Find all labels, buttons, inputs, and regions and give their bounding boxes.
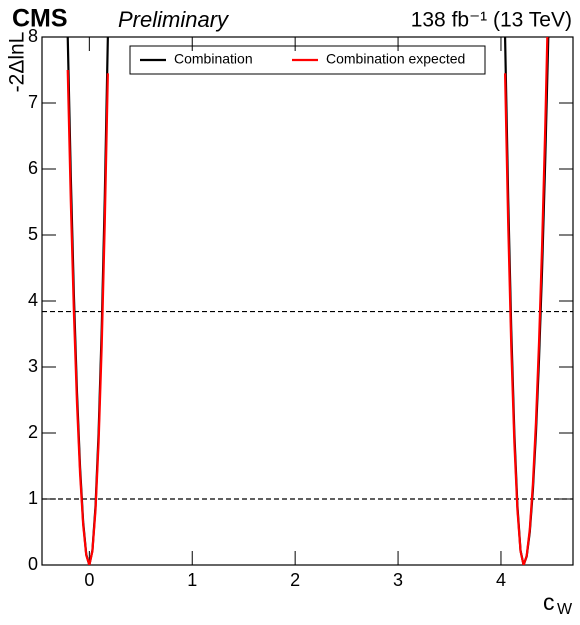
series-line — [66, 37, 549, 565]
x-axis-label-subscript: W — [557, 601, 573, 618]
chart-subtitle: Preliminary — [118, 7, 230, 32]
y-tick-label: 1 — [28, 488, 38, 508]
plot-area — [66, 37, 550, 565]
x-tick-label: 0 — [84, 570, 94, 590]
legend-label: Combination — [174, 51, 253, 67]
y-axis-label: -2ΔlnL — [6, 32, 29, 93]
y-tick-label: 7 — [28, 92, 38, 112]
x-tick-label: 4 — [496, 570, 506, 590]
y-tick-label: 2 — [28, 422, 38, 442]
y-tick-label: 5 — [28, 224, 38, 244]
chart-title: CMS — [12, 5, 68, 33]
x-tick-label: 3 — [393, 570, 403, 590]
y-tick-label: 0 — [28, 554, 38, 574]
x-tick-label: 1 — [187, 570, 197, 590]
y-tick-label: 3 — [28, 356, 38, 376]
y-tick-label: 6 — [28, 158, 38, 178]
legend-box — [129, 45, 486, 75]
y-tick-label: 8 — [28, 26, 38, 46]
lumi-label: 138 fb⁻¹ (13 TeV) — [411, 9, 572, 32]
x-tick-label: 2 — [290, 570, 300, 590]
x-axis-label: c — [543, 589, 555, 615]
y-tick-label: 4 — [28, 290, 38, 310]
legend-label: Combination expected — [326, 51, 465, 67]
